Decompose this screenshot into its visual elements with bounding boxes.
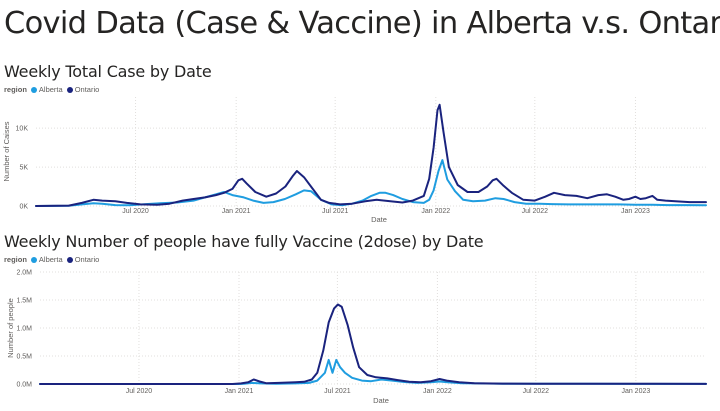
page-title: Covid Data (Case & Vaccine) in Alberta v…: [4, 6, 720, 41]
x-tick-label: Jul 2022: [522, 208, 549, 215]
legend-label: Ontario: [74, 85, 100, 94]
ontario-dot-icon: [66, 86, 73, 93]
y-tick-label: 10K: [16, 126, 29, 133]
y-tick-label: 5K: [19, 165, 28, 172]
legend-label: Alberta: [38, 255, 63, 264]
x-tick-label: Jan 2022: [423, 388, 452, 395]
y-axis-title: Number of Caises: [2, 121, 11, 181]
weekly-case-visual: Weekly Total Case by Date region Alberta…: [2, 62, 707, 224]
legend-item-alberta[interactable]: Alberta: [30, 255, 63, 264]
legend-item-ontario[interactable]: Ontario: [66, 255, 100, 264]
x-tick-label: Jan 2022: [421, 208, 450, 215]
legend-label: Ontario: [74, 255, 100, 264]
legend: region Alberta Ontario: [4, 85, 103, 94]
gridlines: [40, 271, 706, 385]
x-tick-label: Jan 2021: [225, 388, 254, 395]
x-tick-label: Jul 2022: [523, 388, 550, 395]
x-tick-label: Jan 2023: [621, 388, 650, 395]
y-tick-label: 1.0M: [16, 326, 32, 333]
x-tick-label: Jan 2023: [621, 208, 650, 215]
alberta-dot-icon: [30, 256, 37, 263]
x-tick-label: Jul 2021: [322, 208, 349, 215]
series-line-alberta[interactable]: [35, 159, 707, 207]
y-tick-label: 1.5M: [16, 298, 32, 305]
y-tick-label: 0K: [19, 204, 28, 211]
legend-label: Alberta: [38, 85, 63, 94]
chart-title: Weekly Total Case by Date: [4, 62, 212, 81]
gridlines: [36, 97, 706, 207]
y-tick-label: 0.5M: [16, 354, 32, 361]
case-line-chart: 0K 5K 10K Jul 2020 Jan 2021 Jul 2021 Jan 2022 J…: [2, 97, 707, 224]
legend-item-ontario[interactable]: Ontario: [66, 85, 100, 94]
y-tick-label: 2.0M: [16, 270, 32, 277]
ontario-dot-icon: [66, 256, 73, 263]
x-tick-label: Jul 2021: [324, 388, 351, 395]
series-line-alberta[interactable]: [39, 358, 707, 385]
x-tick-label: Jul 2020: [122, 208, 149, 215]
y-tick-label: 0.0M: [16, 382, 32, 389]
legend-item-alberta[interactable]: Alberta: [30, 85, 63, 94]
legend-title: region: [4, 255, 27, 264]
x-tick-label: Jul 2020: [126, 388, 153, 395]
x-axis-title: Date: [371, 215, 387, 224]
chart-title: Weekly Number of people have fully Vacci…: [4, 232, 484, 251]
legend-title: region: [4, 85, 27, 94]
x-tick-label: Jan 2021: [222, 208, 251, 215]
series-line-ontario[interactable]: [39, 303, 707, 385]
legend: region Alberta Ontario: [4, 255, 103, 264]
series-line-ontario[interactable]: [35, 103, 707, 207]
y-axis-title: Number of people: [6, 298, 15, 358]
alberta-dot-icon: [30, 86, 37, 93]
x-axis-title: Date: [373, 396, 389, 405]
